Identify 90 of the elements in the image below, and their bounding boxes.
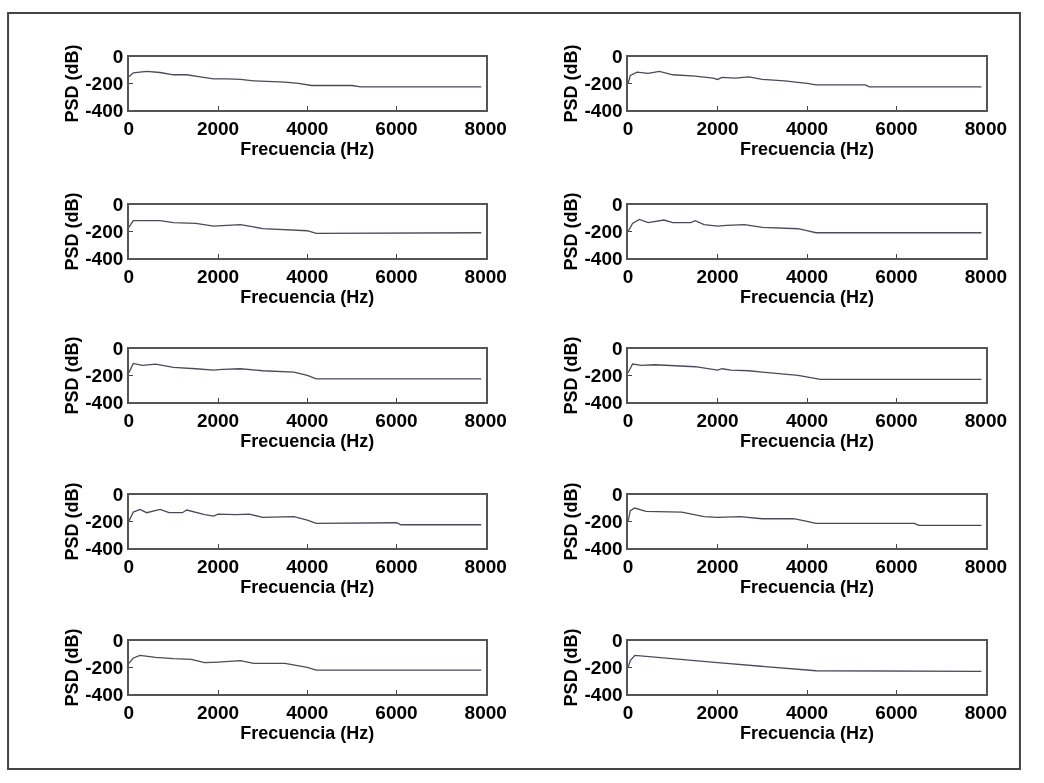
- x-axis-title: Frecuencia (Hz): [739, 722, 875, 743]
- x-tick-label: 2000: [696, 555, 739, 577]
- x-tick-label: 2000: [696, 117, 739, 139]
- x-axis-title: Frecuencia (Hz): [240, 576, 375, 597]
- y-axis-title: PSD (dB): [61, 44, 82, 123]
- x-tick-label: 6000: [375, 409, 418, 431]
- y-tick-label: -200: [584, 511, 623, 533]
- y-tick-label: -200: [85, 221, 124, 243]
- y-tick-label: -200: [85, 657, 124, 679]
- x-tick-label: 2000: [196, 117, 240, 139]
- x-tick-label: 2000: [696, 701, 739, 723]
- y-tick-label: -400: [85, 391, 124, 413]
- y-tick-label: -400: [584, 683, 623, 705]
- y-tick-label: -400: [85, 683, 124, 705]
- x-tick-label: 2000: [196, 701, 240, 723]
- x-tick-label: 6000: [875, 701, 918, 723]
- y-tick-label: -400: [584, 247, 623, 269]
- x-tick-label: 8000: [964, 409, 1008, 431]
- y-tick-label: -200: [85, 511, 124, 533]
- x-tick-label: 8000: [964, 265, 1008, 287]
- y-tick-label: -200: [584, 365, 623, 387]
- x-axis-title: Frecuencia (Hz): [240, 430, 375, 451]
- x-tick-label: 8000: [964, 555, 1008, 577]
- y-tick-label: -200: [584, 657, 623, 679]
- y-axis-title: PSD (dB): [61, 336, 82, 415]
- y-axis-title: PSD (dB): [561, 482, 582, 561]
- y-tick-label: 0: [112, 484, 124, 506]
- y-tick-label: -400: [85, 99, 124, 121]
- x-tick-label: 6000: [875, 265, 918, 287]
- x-tick-label: 8000: [964, 117, 1008, 139]
- y-tick-label: -200: [85, 73, 124, 95]
- y-tick-label: -400: [85, 537, 124, 559]
- x-tick-label: 4000: [286, 701, 329, 723]
- y-tick-label: 0: [112, 194, 124, 216]
- x-tick-label: 2000: [196, 265, 240, 287]
- x-tick-label: 8000: [964, 701, 1008, 723]
- y-axis-title: PSD (dB): [61, 482, 82, 561]
- x-tick-label: 6000: [375, 265, 418, 287]
- y-axis-title: PSD (dB): [61, 192, 82, 271]
- x-axis-title: Frecuencia (Hz): [739, 430, 875, 451]
- x-tick-label: 6000: [875, 117, 918, 139]
- y-tick-label: 0: [611, 630, 623, 652]
- x-tick-label: 4000: [785, 409, 829, 431]
- y-tick-label: 0: [611, 194, 623, 216]
- x-axis-title: Frecuencia (Hz): [739, 286, 875, 307]
- y-axis-title: PSD (dB): [561, 44, 582, 123]
- x-axis-title: Frecuencia (Hz): [240, 286, 375, 307]
- x-tick-label: 6000: [875, 409, 918, 431]
- x-axis-title: Frecuencia (Hz): [739, 576, 875, 597]
- x-tick-label: 6000: [375, 555, 418, 577]
- y-tick-label: 0: [611, 484, 623, 506]
- y-tick-label: 0: [112, 630, 124, 652]
- y-tick-label: -200: [584, 221, 623, 243]
- y-tick-label: -400: [584, 537, 623, 559]
- y-tick-label: -400: [584, 99, 623, 121]
- x-tick-label: 4000: [785, 265, 829, 287]
- y-axis-title: PSD (dB): [561, 336, 582, 415]
- x-axis-title: Frecuencia (Hz): [240, 722, 375, 743]
- y-tick-label: 0: [112, 46, 124, 68]
- x-tick-label: 8000: [464, 117, 507, 139]
- x-tick-label: 8000: [464, 265, 507, 287]
- x-tick-label: 8000: [464, 701, 507, 723]
- y-axis-title: PSD (dB): [561, 628, 582, 707]
- x-tick-label: 2000: [196, 409, 240, 431]
- x-tick-label: 8000: [464, 409, 507, 431]
- x-tick-label: 4000: [785, 117, 829, 139]
- x-tick-label: 6000: [875, 555, 918, 577]
- x-tick-label: 6000: [375, 701, 418, 723]
- x-tick-label: 4000: [785, 701, 829, 723]
- x-axis-title: Frecuencia (Hz): [739, 138, 875, 159]
- y-tick-label: -200: [85, 365, 124, 387]
- x-tick-label: 6000: [375, 117, 418, 139]
- x-tick-label: 4000: [785, 555, 829, 577]
- x-tick-label: 2000: [696, 265, 739, 287]
- x-tick-label: 8000: [464, 555, 507, 577]
- y-tick-label: 0: [112, 338, 124, 360]
- x-tick-label: 2000: [196, 555, 240, 577]
- x-tick-label: 4000: [286, 409, 329, 431]
- y-tick-label: -200: [584, 73, 623, 95]
- x-tick-label: 4000: [286, 265, 329, 287]
- x-axis-title: Frecuencia (Hz): [240, 138, 375, 159]
- y-axis-title: PSD (dB): [561, 192, 582, 271]
- x-tick-label: 2000: [696, 409, 739, 431]
- y-tick-label: 0: [611, 338, 623, 360]
- y-tick-label: -400: [85, 247, 124, 269]
- y-tick-label: 0: [611, 46, 623, 68]
- x-tick-label: 4000: [286, 555, 329, 577]
- y-axis-title: PSD (dB): [61, 628, 82, 707]
- y-tick-label: -400: [584, 391, 623, 413]
- x-tick-label: 4000: [286, 117, 329, 139]
